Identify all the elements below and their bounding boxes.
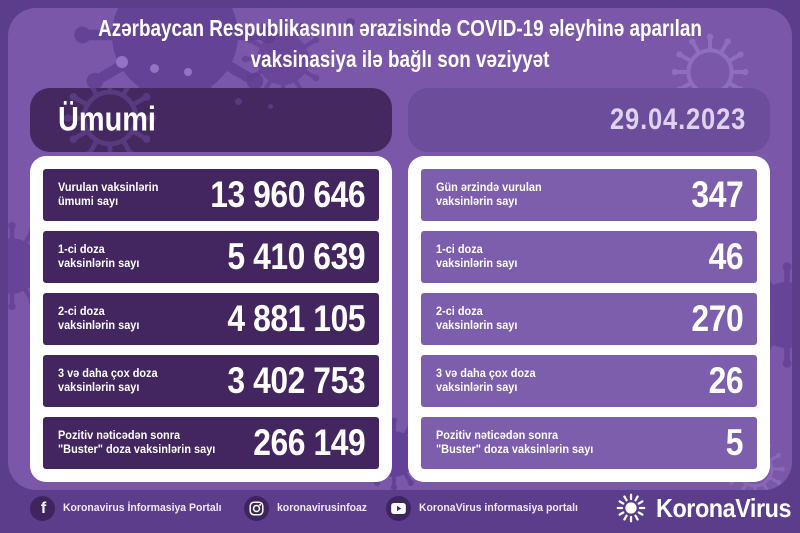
stat-label: Pozitiv nəticədən sonra "Buster" doza vak… xyxy=(436,430,594,456)
title-line-1: Azərbaycan Respublikasının ərazisində CO… xyxy=(98,15,702,41)
page-title: Azərbaycan Respublikasının ərazisində CO… xyxy=(0,13,800,75)
stat-label: 2-ci doza vaksinlərin sayı xyxy=(58,306,140,332)
dot-decoration xyxy=(150,64,159,73)
instagram-icon xyxy=(243,495,269,521)
dot-decoration xyxy=(235,98,242,105)
footer: f Koronavirus İnformasiya Portalı korona… xyxy=(0,487,800,533)
table-row: 1-ci doza vaksinlərin sayı 46 xyxy=(421,231,757,283)
total-header: Ümumi xyxy=(30,88,392,152)
total-stats-panel: Vurulan vaksinlərin ümumi sayı 13 960 646… xyxy=(30,156,392,482)
facebook-link[interactable]: f Koronavirus İnformasiya Portalı xyxy=(30,495,230,521)
stat-label: 2-ci doza vaksinlərin sayı xyxy=(436,306,518,332)
date-header: 29.04.2023 xyxy=(408,88,770,152)
total-header-label: Ümumi xyxy=(58,100,156,139)
brand-logo: KoronaVirus info xyxy=(614,491,800,525)
stat-value: 4 881 105 xyxy=(227,298,365,339)
table-row: 3 və daha çox doza vaksinlərin sayı 3 402… xyxy=(43,355,379,407)
report-date: 29.04.2023 xyxy=(609,103,746,136)
youtube-icon xyxy=(385,495,411,521)
dot-decoration xyxy=(268,104,273,109)
stat-value: 5 xyxy=(725,422,744,463)
table-row: 1-ci doza vaksinlərin sayı 5 410 639 xyxy=(43,231,379,283)
brand-name: KoronaVirus xyxy=(655,492,792,523)
stat-value: 347 xyxy=(691,174,743,215)
dot-decoration xyxy=(116,56,128,68)
stat-value: 13 960 646 xyxy=(210,174,365,215)
stat-value: 26 xyxy=(708,360,743,401)
table-row: Pozitiv nəticədən sonra "Buster" doza vak… xyxy=(43,417,379,469)
koronavirus-sun-icon xyxy=(616,493,646,523)
stat-label: 1-ci doza vaksinlərin sayı xyxy=(436,244,518,270)
instagram-link[interactable]: koronavirusinfoaz xyxy=(243,495,372,521)
stat-label: 3 və daha çox doza vaksinlərin sayı xyxy=(436,368,536,394)
table-row: 3 və daha çox doza vaksinlərin sayı 26 xyxy=(421,355,757,407)
stat-label: Pozitiv nəticədən sonra "Buster" doza vak… xyxy=(58,430,216,456)
facebook-label: Koronavirus İnformasiya Portalı xyxy=(63,502,222,514)
stat-value: 5 410 639 xyxy=(227,236,365,277)
stat-value: 46 xyxy=(708,236,743,277)
table-row: Pozitiv nəticədən sonra "Buster" doza vak… xyxy=(421,417,757,469)
stat-value: 266 149 xyxy=(252,422,365,463)
stat-label: 1-ci doza vaksinlərin sayı xyxy=(58,244,140,270)
table-row: Vurulan vaksinlərin ümumi sayı 13 960 646 xyxy=(43,169,379,221)
facebook-icon: f xyxy=(30,495,55,521)
title-line-2: vaksinasiya ilə bağlı son vəziyyət xyxy=(250,46,550,72)
stat-label: Gün ərzində vurulan vaksinlərin sayı xyxy=(436,182,542,208)
table-row: Gün ərzində vurulan vaksinlərin sayı 347 xyxy=(421,169,757,221)
stat-value: 270 xyxy=(691,298,743,339)
table-row: 2-ci doza vaksinlərin sayı 270 xyxy=(421,293,757,345)
dot-decoration xyxy=(558,22,566,30)
daily-stats-panel: Gün ərzində vurulan vaksinlərin sayı 347 … xyxy=(408,156,770,482)
table-row: 2-ci doza vaksinlərin sayı 4 881 105 xyxy=(43,293,379,345)
youtube-link[interactable]: KoronaVirus informasiya portalı xyxy=(385,495,586,521)
dot-decoration xyxy=(346,18,355,27)
stat-label: 3 və daha çox doza vaksinlərin sayı xyxy=(58,368,158,394)
youtube-label: KoronaVirus informasiya portalı xyxy=(418,502,578,514)
stat-value: 3 402 753 xyxy=(227,360,365,401)
stat-label: Vurulan vaksinlərin ümumi sayı xyxy=(58,182,159,208)
instagram-label: koronavirusinfoaz xyxy=(276,502,367,514)
dot-decoration xyxy=(184,68,192,76)
